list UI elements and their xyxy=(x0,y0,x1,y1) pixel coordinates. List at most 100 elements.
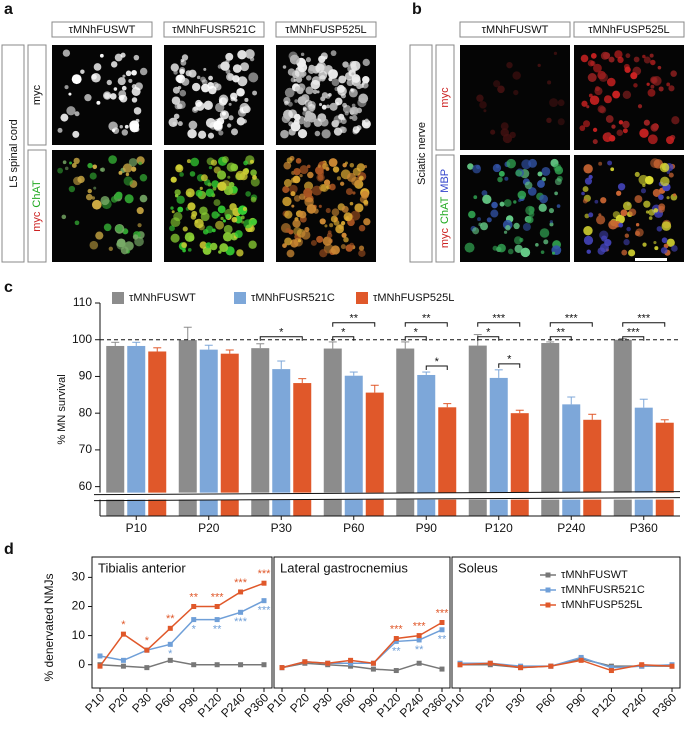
cell xyxy=(583,226,593,236)
cell xyxy=(282,185,290,194)
cell xyxy=(123,176,133,186)
significance-label: * xyxy=(121,619,126,631)
cell xyxy=(228,115,234,121)
cell xyxy=(138,161,142,166)
cell xyxy=(168,117,178,127)
cell xyxy=(587,60,595,67)
cell xyxy=(328,158,338,167)
significance-bracket xyxy=(622,336,645,341)
cell xyxy=(617,183,626,191)
cell xyxy=(649,53,654,58)
point xyxy=(214,662,220,668)
cell xyxy=(199,186,203,190)
cell xyxy=(500,128,509,137)
cell xyxy=(673,193,677,197)
y-tick-label: 110 xyxy=(73,295,92,309)
x-tick-label: P10 xyxy=(82,690,107,715)
cell xyxy=(87,162,93,169)
cell xyxy=(179,172,184,177)
cell xyxy=(350,60,361,71)
cell xyxy=(497,176,503,183)
cell xyxy=(234,215,243,224)
cell xyxy=(652,123,658,129)
cell xyxy=(336,84,345,93)
bar xyxy=(510,413,529,516)
cell xyxy=(598,213,602,217)
bar xyxy=(583,419,602,516)
cell xyxy=(218,250,222,254)
cell xyxy=(248,72,259,83)
cell xyxy=(287,101,293,107)
cell xyxy=(310,239,317,246)
cell xyxy=(297,129,308,139)
row-label-box xyxy=(27,44,47,146)
cell xyxy=(491,201,498,209)
point xyxy=(261,662,267,668)
cell xyxy=(225,213,231,220)
column-header-box xyxy=(573,21,685,38)
cell xyxy=(594,87,603,96)
cell xyxy=(221,111,227,116)
significance-label: *** xyxy=(234,577,248,589)
column-header: τMNhFUSP525L xyxy=(588,24,669,36)
cell xyxy=(139,67,148,76)
cell xyxy=(546,117,552,124)
cell xyxy=(180,59,187,66)
cell xyxy=(358,224,366,232)
cell xyxy=(498,170,505,177)
significance-label: *** xyxy=(637,313,651,325)
cell xyxy=(513,200,517,204)
point xyxy=(548,663,554,669)
cell xyxy=(122,163,133,173)
cell xyxy=(358,245,365,251)
row-label-box xyxy=(27,149,47,263)
cell xyxy=(91,199,102,210)
cell xyxy=(606,132,612,138)
cell xyxy=(362,58,370,67)
x-tick-label: P240 xyxy=(397,690,427,720)
significance-label: *** xyxy=(390,623,404,635)
cell xyxy=(293,167,301,176)
cell xyxy=(349,201,354,206)
cell xyxy=(626,226,631,232)
cell xyxy=(549,222,554,227)
cell xyxy=(557,99,565,107)
cell xyxy=(298,210,307,219)
y-tick-label: 90 xyxy=(79,369,93,383)
cell xyxy=(363,199,369,205)
cell xyxy=(209,242,218,251)
cell xyxy=(356,83,362,90)
cell xyxy=(91,74,97,80)
legend-marker xyxy=(545,602,551,608)
cell xyxy=(191,210,198,217)
point xyxy=(518,665,524,671)
point xyxy=(416,637,422,643)
cell xyxy=(294,86,301,92)
cell xyxy=(184,232,195,242)
cell xyxy=(648,209,655,216)
significance-label: * xyxy=(507,354,512,366)
scale-bar xyxy=(380,255,394,258)
bar xyxy=(127,345,146,516)
cell xyxy=(124,194,134,204)
cell xyxy=(293,113,301,121)
significance-bracket xyxy=(622,322,666,327)
cell xyxy=(486,217,492,223)
cell xyxy=(317,169,325,177)
cell xyxy=(622,120,630,129)
cell xyxy=(177,206,184,213)
cell xyxy=(539,228,550,238)
cell xyxy=(308,64,315,71)
cell xyxy=(628,208,637,217)
cell xyxy=(74,111,80,117)
cell xyxy=(660,247,668,254)
cell xyxy=(306,75,312,81)
cell xyxy=(658,86,664,92)
cell xyxy=(358,93,369,104)
cell xyxy=(583,120,591,128)
cell xyxy=(191,82,201,92)
cell xyxy=(336,176,341,181)
cell xyxy=(329,223,334,228)
cell xyxy=(73,157,80,165)
plot-title: Tibialis anterior xyxy=(98,560,186,575)
